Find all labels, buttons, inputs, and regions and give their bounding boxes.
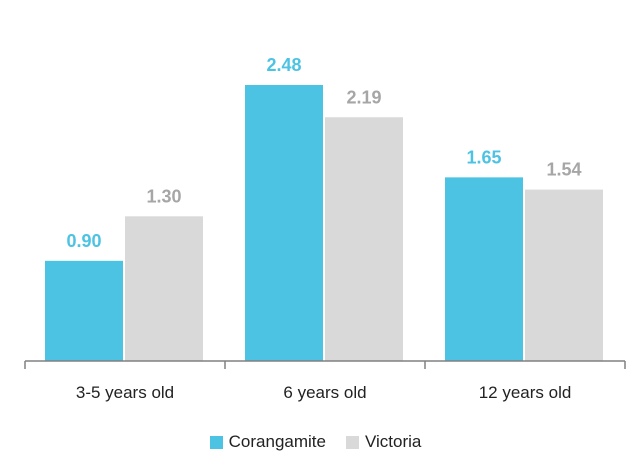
category-label-2: 12 years old xyxy=(479,383,572,402)
data-label-victoria-0: 1.30 xyxy=(146,186,181,206)
legend-item-victoria: Victoria xyxy=(345,432,422,452)
legend-swatch-corangamite xyxy=(209,435,223,449)
data-label-corangamite-2: 1.65 xyxy=(466,147,501,167)
data-label-victoria-1: 2.19 xyxy=(346,87,381,107)
data-label-victoria-2: 1.54 xyxy=(546,160,581,180)
data-label-corangamite-0: 0.90 xyxy=(66,231,101,251)
legend-item-corangamite: Corangamite xyxy=(209,432,326,452)
bar-corangamite-2 xyxy=(445,177,523,361)
legend: Corangamite Victoria xyxy=(0,432,631,452)
bar-victoria-0 xyxy=(125,216,203,361)
bar-victoria-2 xyxy=(525,189,603,361)
category-label-1: 6 years old xyxy=(283,383,366,402)
bar-corangamite-1 xyxy=(245,84,323,361)
legend-label-corangamite: Corangamite xyxy=(228,432,326,451)
data-label-corangamite-1: 2.48 xyxy=(266,55,301,75)
legend-label-victoria: Victoria xyxy=(364,432,422,451)
legend-swatch-victoria xyxy=(345,435,359,449)
bar-corangamite-0 xyxy=(45,260,123,361)
bar-victoria-1 xyxy=(325,117,403,362)
category-label-0: 3-5 years old xyxy=(76,383,174,402)
